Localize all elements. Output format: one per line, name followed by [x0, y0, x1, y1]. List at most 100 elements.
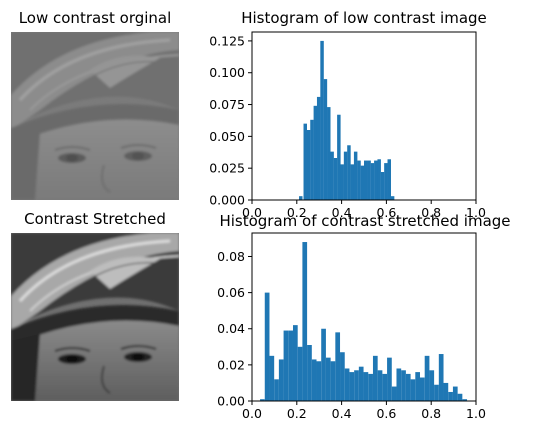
low-hist-bar	[360, 165, 365, 200]
low-hist-ytick-label: 0.000	[209, 193, 245, 208]
low-contrast-photo	[11, 32, 179, 200]
stretched-hist-bar	[311, 359, 317, 401]
low-hist-bar	[387, 159, 391, 200]
low-hist-bar	[384, 163, 388, 200]
low-hist-bar	[310, 119, 314, 200]
low-contrast-histogram: Histogram of low contrast image 0.0 0.2 0.…	[209, 9, 487, 220]
low-hist-bar	[320, 40, 324, 201]
low-hist-ytick-label: 0.050	[209, 129, 245, 144]
stretched-hist-bar	[368, 373, 373, 401]
low-hist-bar	[347, 145, 351, 200]
stretched-hist-ytick-label: 0.04	[217, 321, 245, 336]
stretched-hist-bar	[358, 366, 364, 401]
low-contrast-image-panel: Low contrast orginal	[11, 9, 179, 200]
stretched-photo	[11, 233, 179, 401]
stretched-hist-xtick-label: 0.2	[287, 406, 307, 421]
low-hist-bar	[303, 123, 307, 200]
stretched-hist-bar	[457, 393, 463, 401]
stretched-hist-bar	[264, 292, 270, 401]
stretched-hist-bar	[278, 359, 284, 401]
low-hist-bar	[357, 160, 361, 200]
low-hist-bar	[350, 164, 355, 200]
stretched-hist-bar	[410, 379, 416, 401]
stretched-image-title: Contrast Stretched	[24, 210, 166, 228]
stretched-hist-frame	[251, 232, 477, 402]
stretched-hist-bar	[330, 361, 336, 401]
low-hist-bar	[390, 196, 395, 200]
stretched-hist-bar	[344, 368, 350, 401]
stretched-hist-bar	[429, 370, 435, 401]
stretched-hist-bar	[415, 372, 420, 401]
stretched-hist-bar	[297, 346, 303, 401]
stretched-hist-bar	[420, 377, 425, 401]
stretched-histogram-axes: 0.0 0.2 0.4 0.6 0.8 1.0 0.00 0.02 0.04 0.06 0.08	[217, 232, 486, 421]
stretched-hist-bar	[302, 242, 308, 401]
stretched-hist-bar	[372, 355, 378, 401]
low-hist-ytick-label: 0.075	[209, 97, 245, 112]
low-hist-frame	[251, 31, 477, 201]
low-contrast-image-title: Low contrast orginal	[19, 9, 172, 27]
stretched-hist-ytick-label: 0.06	[217, 285, 245, 300]
low-hist-bar	[380, 172, 385, 200]
stretched-hist-ytick-label: 0.02	[217, 357, 245, 372]
stretched-hist-bar	[283, 330, 289, 401]
low-hist-bar	[364, 160, 368, 200]
low-hist-ytick-label: 0.125	[209, 33, 245, 48]
low-contrast-histogram-bars	[299, 40, 395, 201]
stretched-hist-bar	[462, 399, 468, 401]
low-hist-bar	[323, 79, 328, 200]
stretched-histogram: 0.0 0.2 0.4 0.6 0.8 1.0 0.00 0.02 0.04 0.06 0.08 H…	[217, 212, 510, 421]
stretched-histogram-title: Histogram of contrast stretched image	[219, 212, 510, 230]
stretched-hist-bar	[307, 345, 312, 401]
low-hist-bar	[353, 151, 358, 200]
stretched-hist-bar	[387, 357, 392, 401]
stretched-hist-bar	[438, 354, 444, 401]
low-hist-xtick-label: 0.0	[242, 205, 262, 220]
stretched-hist-bar	[363, 372, 369, 401]
low-contrast-histogram-axes: 0.0 0.2 0.4 0.6 0.8 1.0 0.000 0.025 0.050 0.075 0.…	[209, 31, 486, 220]
stretched-hist-bar	[349, 372, 355, 401]
low-hist-bar	[330, 151, 334, 200]
stretched-hist-bar	[405, 373, 411, 401]
low-hist-ytick-label: 0.025	[209, 161, 245, 176]
low-hist-bar	[299, 196, 303, 200]
low-hist-xtick-label: 0.2	[287, 205, 307, 220]
stretched-hist-bar	[401, 370, 406, 401]
low-hist-bar	[343, 151, 348, 200]
stretched-hist-xtick-label: 0.4	[332, 406, 352, 421]
stretched-hist-bar	[424, 355, 430, 401]
stretched-hist-bar	[434, 384, 439, 401]
stretched-hist-bar	[288, 330, 293, 401]
low-hist-bar	[370, 163, 375, 200]
low-contrast-histogram-title: Histogram of low contrast image	[241, 9, 487, 27]
stretched-hist-bar	[274, 379, 279, 401]
low-hist-bar	[333, 158, 338, 200]
stretched-hist-bar	[354, 370, 359, 401]
low-hist-bar	[337, 114, 341, 200]
stretched-hist-bar	[340, 352, 345, 401]
stretched-hist-bar	[452, 386, 458, 401]
stretched-hist-xtick-label: 0.6	[376, 406, 396, 421]
low-hist-xtick-label: 0.8	[421, 205, 441, 220]
low-hist-xtick-label: 0.4	[332, 205, 352, 220]
stretched-hist-xtick-label: 1.0	[466, 406, 486, 421]
stretched-hist-bar	[269, 355, 275, 401]
stretched-hist-bar	[391, 386, 397, 401]
low-hist-xtick-label: 0.6	[376, 205, 396, 220]
low-hist-xtick-label: 1.0	[466, 205, 486, 220]
low-hist-bar	[377, 159, 381, 200]
stretched-hist-bar	[260, 399, 265, 401]
stretched-hist-bar	[377, 370, 383, 401]
low-hist-bar	[367, 160, 371, 200]
low-hist-bar	[313, 105, 318, 200]
stretched-hist-xtick-label: 0.0	[242, 406, 262, 421]
stretched-hist-bar	[316, 361, 322, 401]
stretched-hist-bar	[321, 328, 326, 401]
low-hist-bar	[306, 130, 311, 200]
stretched-hist-bar	[448, 391, 453, 401]
stretched-hist-xtick-label: 0.8	[421, 406, 441, 421]
stretched-hist-bar	[396, 368, 402, 401]
stretched-hist-ytick-label: 0.08	[217, 249, 245, 264]
low-hist-bar	[316, 96, 321, 200]
